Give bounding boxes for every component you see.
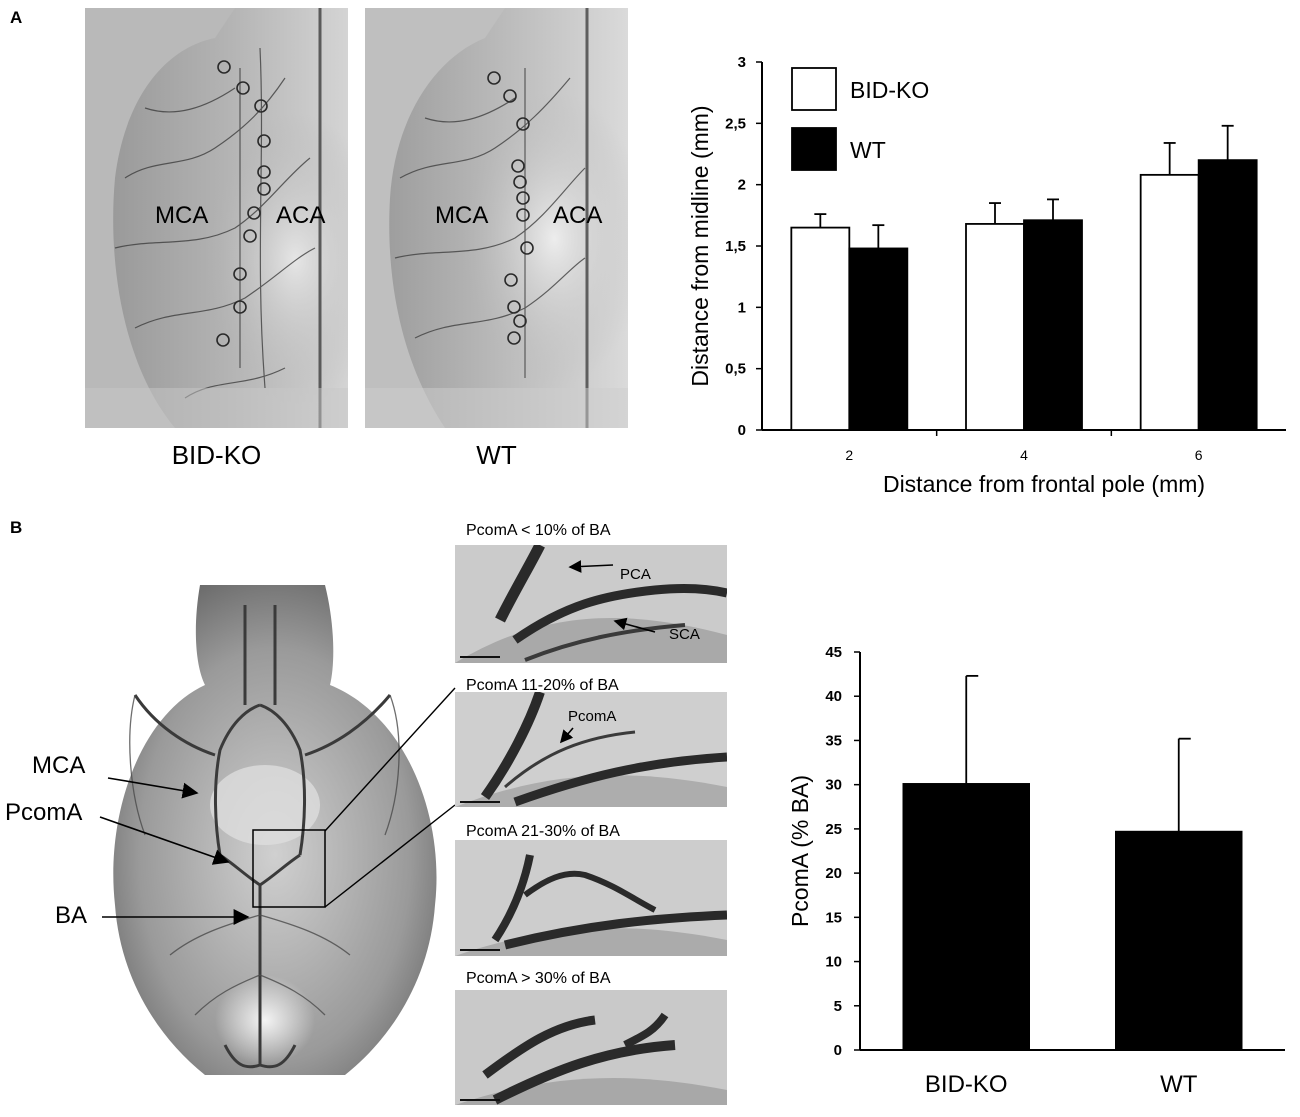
y-tick-label: 15 — [825, 909, 842, 926]
x-tick-label: 2 — [845, 447, 853, 463]
brain-left-mca-label: MCA — [155, 202, 209, 229]
bar-wt-4 — [1023, 219, 1083, 431]
y-tick-label: 0,5 — [725, 361, 746, 378]
brain-right-aca-label: ACA — [553, 202, 603, 229]
chart-distance-from-midline: 0 0,5 1 1,5 2 2,5 3 2 4 6 BID-KO WT Distance from fr… — [687, 54, 1286, 497]
legend-label-bid-ko: BID-KO — [850, 77, 929, 103]
y-tick-label: 35 — [825, 732, 842, 749]
thumb-1-title: PcomA < 10% of BA — [466, 522, 611, 539]
y-tick-label: 5 — [834, 998, 842, 1015]
bar-bid-ko-6 — [1139, 173, 1200, 431]
x-tick-label: 6 — [1195, 447, 1203, 463]
y-tick-label: 45 — [825, 644, 842, 661]
y-tick-label: 25 — [825, 821, 842, 838]
thumb-1-label-pca: PCA — [620, 566, 651, 583]
y-tick-label: 1 — [738, 299, 746, 316]
brain-right-caption: WT — [476, 440, 517, 470]
thumb-1-arrows — [568, 560, 656, 633]
y-tick-label: 20 — [825, 865, 842, 882]
thumb-2-arrows — [559, 727, 574, 744]
thumbnail-pcoma-gt-30 — [455, 990, 727, 1105]
x-tick-label: 4 — [1020, 447, 1028, 463]
thumbnail-pcoma-21-30 — [455, 840, 727, 956]
thumb-3-title: PcomA 21-30% of BA — [466, 823, 620, 840]
legend-swatch-wt — [791, 127, 837, 171]
bar-bid-ko — [902, 783, 1030, 1051]
y-tick-label: 0 — [738, 422, 746, 439]
thumbnail-pcoma-11-20 — [455, 692, 727, 807]
y-tick-label: 10 — [825, 954, 842, 971]
brain-photo-wt — [365, 8, 628, 428]
thumbnail-pcoma-lt-10 — [455, 545, 727, 663]
legend-label-wt: WT — [850, 137, 886, 163]
y-tick-label: 40 — [825, 688, 842, 705]
y-axis-label: Distance from midline (mm) — [687, 105, 713, 386]
brain-left-caption: BID-KO — [171, 440, 262, 470]
thumb-2-label-pcoma: PcomA — [568, 708, 617, 725]
panel-b-letter: B — [10, 518, 23, 537]
brain-right-mca-label: MCA — [435, 202, 489, 229]
bar-wt — [1115, 830, 1243, 1051]
x-axis-label: Distance from frontal pole (mm) — [883, 471, 1205, 497]
ventral-pcoma-label: PcomA — [5, 799, 83, 826]
y-tick-label: 30 — [825, 777, 842, 794]
x-tick-label: WT — [1160, 1071, 1198, 1098]
thumb-2-title: PcomA 11-20% of BA — [466, 677, 619, 694]
brain-left-aca-label: ACA — [276, 202, 326, 229]
x-tick-label: BID-KO — [925, 1071, 1008, 1098]
bar-wt-6 — [1197, 159, 1258, 431]
bar-wt-2 — [848, 247, 909, 431]
bar-bid-ko-4 — [965, 223, 1025, 431]
y-tick-label: 2,5 — [725, 115, 746, 132]
y-tick-label: 2 — [738, 177, 746, 194]
y-tick-label: 1,5 — [725, 238, 746, 255]
bar-bid-ko-2 — [790, 226, 851, 431]
panel-a-letter: A — [10, 8, 23, 27]
ventral-brain-photo — [95, 575, 450, 1085]
y-tick-label: 3 — [738, 54, 746, 71]
ventral-ba-label: BA — [55, 902, 88, 929]
thumb-4-title: PcomA > 30% of BA — [466, 970, 611, 987]
brain-photo-bid-ko — [85, 8, 348, 428]
thumb-1-label-sca: SCA — [669, 626, 700, 643]
y-axis-label: PcomA (% BA) — [787, 775, 813, 927]
chart-pcoma-percent-ba: 0 5 10 15 20 25 30 35 40 45 BID-KO WT PcomA (% BA) — [787, 644, 1285, 1098]
ventral-mca-label: MCA — [32, 752, 86, 779]
legend-swatch-bid-ko — [791, 67, 837, 111]
y-tick-label: 0 — [834, 1042, 842, 1059]
